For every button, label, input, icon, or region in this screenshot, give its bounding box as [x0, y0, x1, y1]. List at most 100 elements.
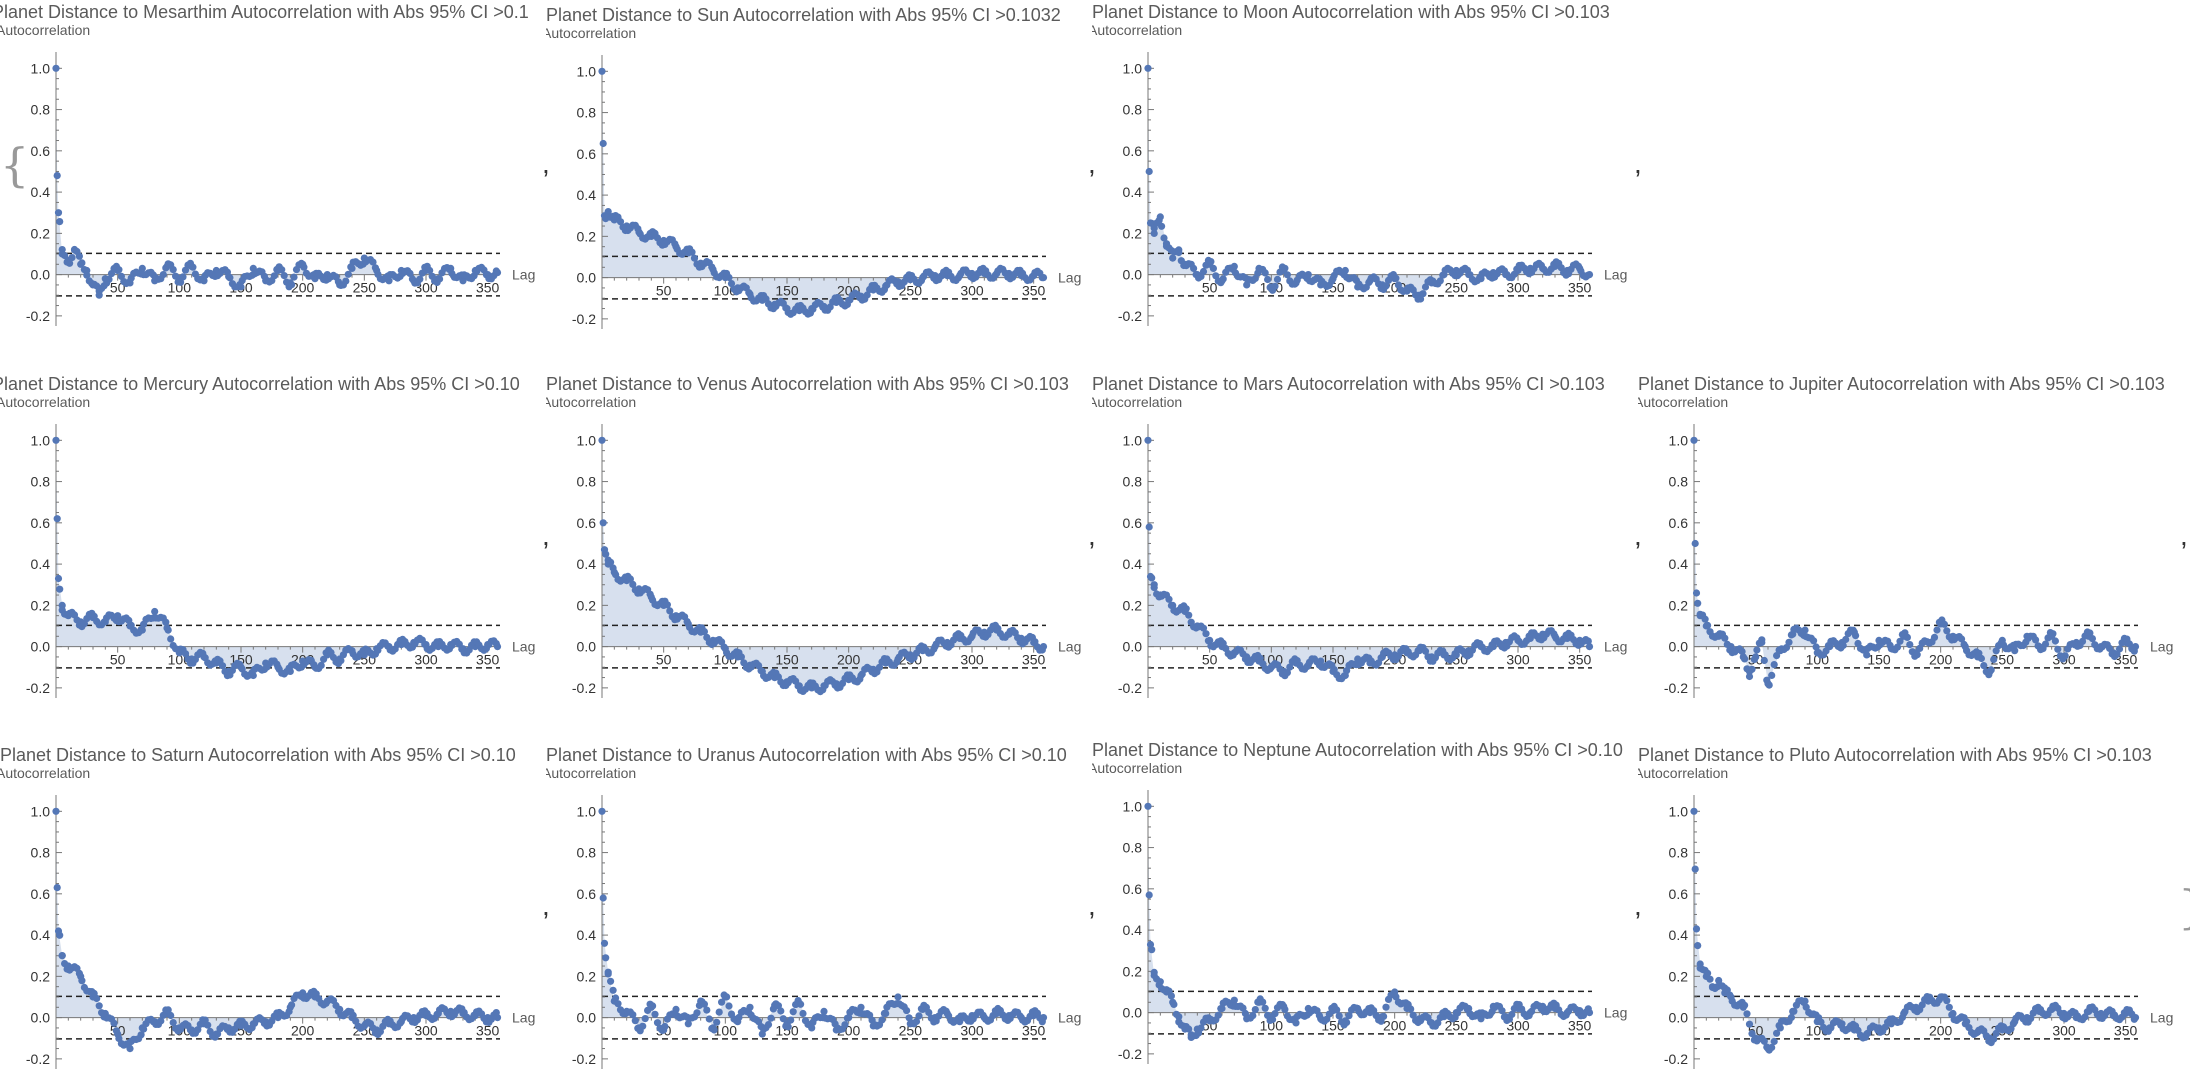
acf-point	[841, 1021, 849, 1029]
chart-title: Planet Distance to Moon Autocorrelation …	[1092, 2, 1610, 22]
acf-point	[1842, 635, 1850, 644]
acf-point	[1251, 1006, 1259, 1014]
y-tick-label: 0.6	[1669, 886, 1689, 902]
acf-point	[1748, 665, 1756, 673]
acf-point	[1743, 1010, 1751, 1018]
acf-point	[1155, 216, 1163, 224]
y-tick-label: 0.2	[31, 968, 51, 984]
acf-point	[1817, 1018, 1825, 1026]
acf-point	[1167, 992, 1175, 1000]
acf-point	[1963, 1018, 1971, 1026]
y-tick-label: 0.6	[1669, 515, 1689, 531]
acf-point	[1738, 647, 1746, 656]
acf-fill-area	[602, 811, 1044, 1035]
acf-point	[1271, 282, 1279, 290]
acf-point	[915, 1012, 923, 1020]
acf-point	[626, 575, 634, 583]
x-tick-label: 100	[168, 280, 192, 296]
y-axis-label: Autocorrelation	[0, 394, 91, 410]
acf-point	[1498, 1007, 1506, 1015]
acf-point	[1760, 656, 1768, 665]
acf-point	[1197, 1024, 1205, 1032]
acf-point	[609, 564, 617, 572]
acf-point	[1726, 991, 1734, 999]
acf-point	[1185, 1025, 1193, 1033]
y-tick-label: 0.2	[1123, 225, 1143, 241]
acf-point	[710, 1026, 718, 1034]
acf-point	[52, 436, 60, 444]
y-tick-label: 0.4	[31, 927, 51, 943]
y-tick-label: 0.6	[1123, 881, 1143, 897]
y-tick-label: 0.4	[31, 184, 51, 200]
acf-point	[1175, 248, 1183, 257]
acf-point	[1745, 1020, 1754, 1028]
acf-point	[614, 1000, 622, 1008]
acf-point	[693, 1009, 701, 1017]
acf-point	[764, 1021, 773, 1029]
y-tick-label: -0.2	[1664, 680, 1688, 696]
acf-point	[1930, 633, 1939, 641]
acf-point	[270, 272, 278, 280]
acf-point	[799, 1009, 807, 1018]
x-tick-label: 300	[1506, 652, 1530, 668]
acf-point	[459, 277, 467, 285]
acf-point	[1694, 942, 1702, 950]
acf-point	[607, 558, 615, 566]
acf-point	[157, 1017, 165, 1025]
x-axis-label: Lag	[1058, 639, 1081, 655]
acf-point	[1199, 624, 1208, 632]
x-tick-label: 150	[775, 1023, 799, 1039]
acf-panel: Planet Distance to Moon Autocorrelation …	[1092, 0, 1632, 340]
acf-point	[204, 1021, 212, 1029]
acf-point	[1760, 1037, 1768, 1045]
acf-point	[1690, 436, 1698, 444]
acf-point	[641, 1015, 649, 1023]
acf-point	[1325, 1010, 1333, 1018]
acf-point	[1773, 652, 1781, 660]
acf-point	[61, 960, 69, 968]
y-tick-label: 0.2	[577, 228, 597, 244]
acf-point	[317, 661, 325, 669]
acf-point	[1165, 595, 1173, 603]
acf-point	[646, 590, 654, 598]
acf-point	[631, 1017, 639, 1025]
acf-point	[1148, 574, 1156, 582]
acf-point	[1144, 436, 1152, 444]
acf-point	[58, 952, 66, 960]
acf-point	[112, 1027, 120, 1035]
acf-point	[1706, 975, 1714, 983]
acf-point	[53, 884, 61, 892]
x-tick-label: 300	[414, 652, 438, 668]
acf-point	[1990, 655, 1998, 664]
acf-point	[1943, 997, 1951, 1005]
acf-point	[598, 67, 606, 75]
y-tick-label: 0.0	[1669, 1010, 1689, 1026]
y-tick-label: 0.0	[577, 270, 597, 286]
acf-point	[720, 643, 728, 651]
acf-point	[426, 266, 434, 275]
x-tick-label: 150	[1867, 652, 1891, 668]
acf-point	[1283, 271, 1291, 279]
y-tick-label: 0.0	[577, 1010, 597, 1026]
acf-point	[83, 271, 91, 279]
x-axis-label: Lag	[2150, 639, 2173, 655]
acf-point	[105, 275, 113, 283]
acf-plot: -0.20.00.20.40.60.81.0501001502002503003…	[26, 424, 535, 698]
y-tick-label: 0.0	[31, 1010, 51, 1026]
chart-title: Planet Distance to Jupiter Autocorrelati…	[1638, 374, 2165, 394]
acf-point	[599, 894, 607, 902]
y-tick-label: 1.0	[1669, 803, 1689, 819]
y-tick-label: -0.2	[26, 308, 50, 324]
acf-point	[1421, 647, 1430, 655]
separator-comma: ,	[1088, 890, 1096, 921]
x-tick-label: 200	[291, 280, 315, 296]
acf-point	[718, 998, 726, 1006]
acf-point	[75, 969, 83, 977]
acf-point	[1849, 626, 1857, 634]
acf-point	[1893, 643, 1902, 651]
acf-plot: -0.20.00.20.40.60.81.0501001502002503003…	[572, 424, 1081, 698]
acf-point	[1694, 599, 1702, 607]
acf-plot: -0.20.00.20.40.60.81.0501001502002503003…	[1664, 795, 2173, 1069]
acf-point	[1202, 630, 1210, 638]
y-tick-label: 0.4	[1669, 927, 1689, 943]
